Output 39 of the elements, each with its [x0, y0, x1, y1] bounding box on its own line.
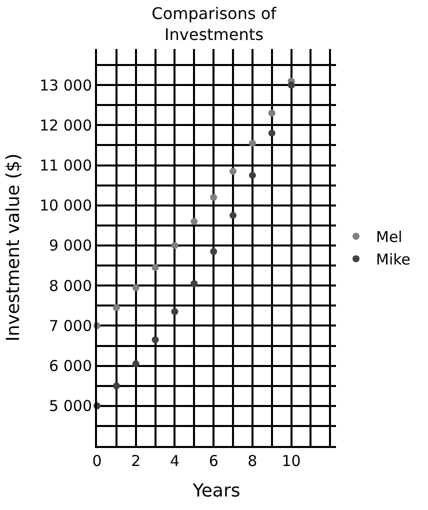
point — [132, 360, 140, 368]
x-tick-label: 8 — [248, 452, 258, 470]
x-axis-title: Years — [192, 480, 240, 502]
x-tick-label: 4 — [170, 452, 180, 470]
point — [248, 140, 256, 147]
y-tick-label: 8 000 — [49, 276, 92, 295]
point — [230, 212, 237, 219]
point — [171, 242, 178, 249]
y-tick-label: 11 000 — [40, 156, 92, 175]
y-tick-label: 5 000 — [49, 397, 92, 416]
y-axis-title: Investment value ($) — [3, 153, 24, 342]
point — [152, 336, 159, 344]
legend-label: Mel — [376, 228, 402, 246]
point — [132, 284, 140, 292]
y-tick-label: 12 000 — [40, 116, 92, 134]
point — [190, 280, 198, 288]
point — [112, 382, 120, 390]
y-tick-label: 13 000 — [40, 76, 92, 94]
y-tick-label: 10 000 — [40, 196, 92, 215]
y-tick-label: 9 000 — [49, 236, 92, 255]
point — [210, 248, 218, 256]
chart-title: Comparisons of Investments — [152, 4, 277, 44]
y-tick-label: 7 000 — [49, 316, 92, 335]
x-tick-label: 6 — [208, 452, 218, 470]
point — [152, 264, 159, 272]
point — [268, 110, 276, 117]
point — [268, 130, 276, 137]
legend-label: Mike — [376, 250, 410, 269]
point — [288, 82, 295, 89]
point — [112, 304, 120, 312]
point — [190, 218, 198, 225]
point — [248, 172, 256, 179]
point — [230, 168, 237, 175]
x-tick-label: 0 — [92, 452, 102, 470]
point — [171, 308, 178, 316]
x-tick-label: 10 — [282, 452, 301, 470]
y-tick-label: 6 000 — [49, 357, 92, 376]
x-tick-label: 2 — [131, 452, 141, 470]
point — [210, 194, 218, 201]
